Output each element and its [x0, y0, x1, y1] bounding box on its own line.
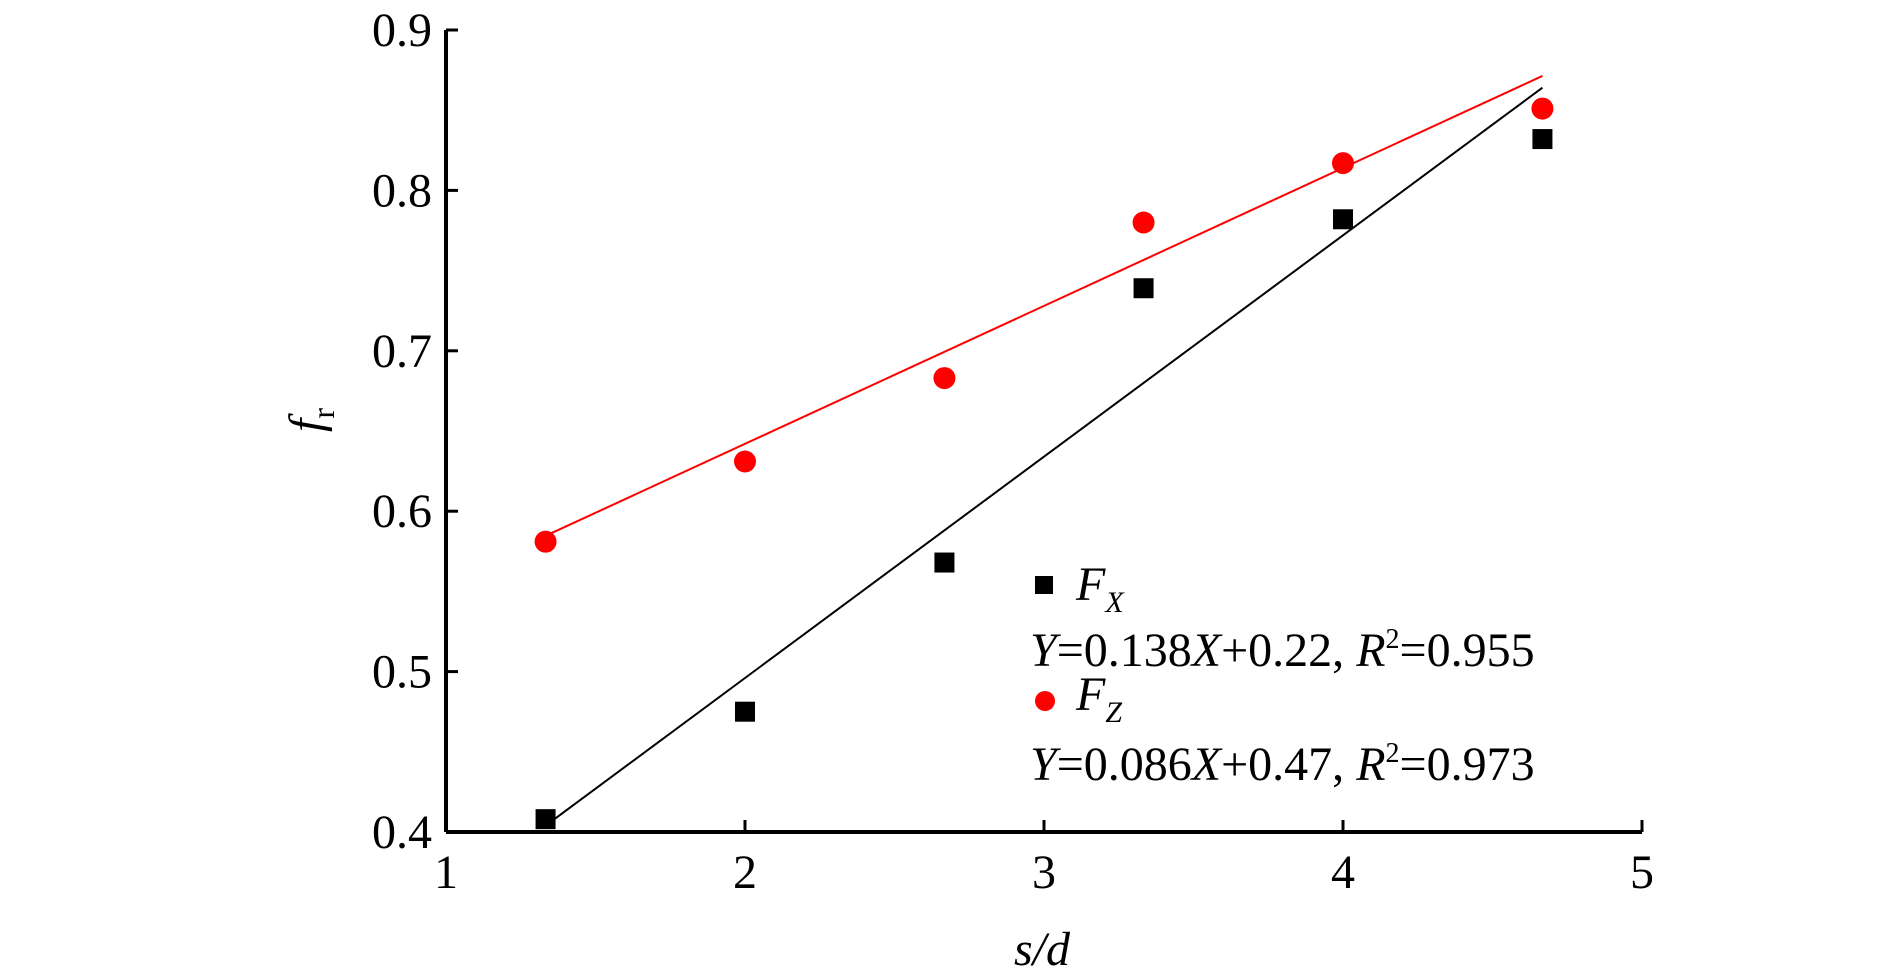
legend-label-fz: FZ — [1075, 668, 1122, 729]
point-x — [1133, 278, 1154, 299]
x-tick-label: 2 — [733, 846, 757, 899]
point-x — [535, 809, 556, 830]
y-tick-label: 0.5 — [372, 646, 432, 699]
axes — [444, 28, 1644, 834]
y-axis-label-sub: r — [305, 408, 341, 419]
legend-marker-fz — [1035, 691, 1055, 711]
y-tick-label: 0.9 — [372, 4, 432, 57]
x-axis-label: s/d — [1014, 923, 1071, 976]
fit-lines — [544, 75, 1544, 827]
point-z — [734, 450, 756, 473]
data-points — [534, 97, 1554, 830]
point-z — [534, 530, 557, 553]
point-z — [1132, 211, 1155, 234]
point-x — [1333, 209, 1353, 230]
point-z — [1332, 152, 1354, 175]
x-tick-label: 4 — [1331, 846, 1355, 899]
x-tick-label: 3 — [1032, 846, 1056, 899]
legend-marker-fx — [1035, 576, 1053, 594]
fit-line-z — [545, 75, 1543, 537]
x-tick-label: 5 — [1630, 846, 1654, 899]
legend: FX Y=0.138X+0.22, R2=0.955 FZ Y=0.086X+0… — [1030, 558, 1535, 791]
point-x — [735, 701, 755, 722]
fit-line-x — [544, 86, 1544, 827]
tick-labels: 1 2 3 4 5 0.4 0.5 0.6 0.7 0.8 0.9 — [372, 4, 1654, 899]
legend-fit-fx: Y=0.138X+0.22, R2=0.955 — [1030, 624, 1535, 677]
legend-fit-fz: Y=0.086X+0.47, R2=0.973 — [1030, 738, 1535, 791]
y-tick-label: 0.7 — [372, 325, 432, 378]
y-tick-label: 0.8 — [372, 164, 432, 217]
legend-label-fx: FX — [1075, 558, 1125, 619]
point-x — [1532, 129, 1553, 150]
y-tick-label: 0.6 — [372, 485, 432, 538]
y-tick-label: 0.4 — [372, 806, 432, 859]
y-axis-label: fr — [280, 408, 341, 432]
point-z — [1531, 97, 1554, 120]
point-z — [933, 367, 956, 390]
x-tick-label: 1 — [434, 846, 458, 899]
point-x — [934, 552, 955, 573]
